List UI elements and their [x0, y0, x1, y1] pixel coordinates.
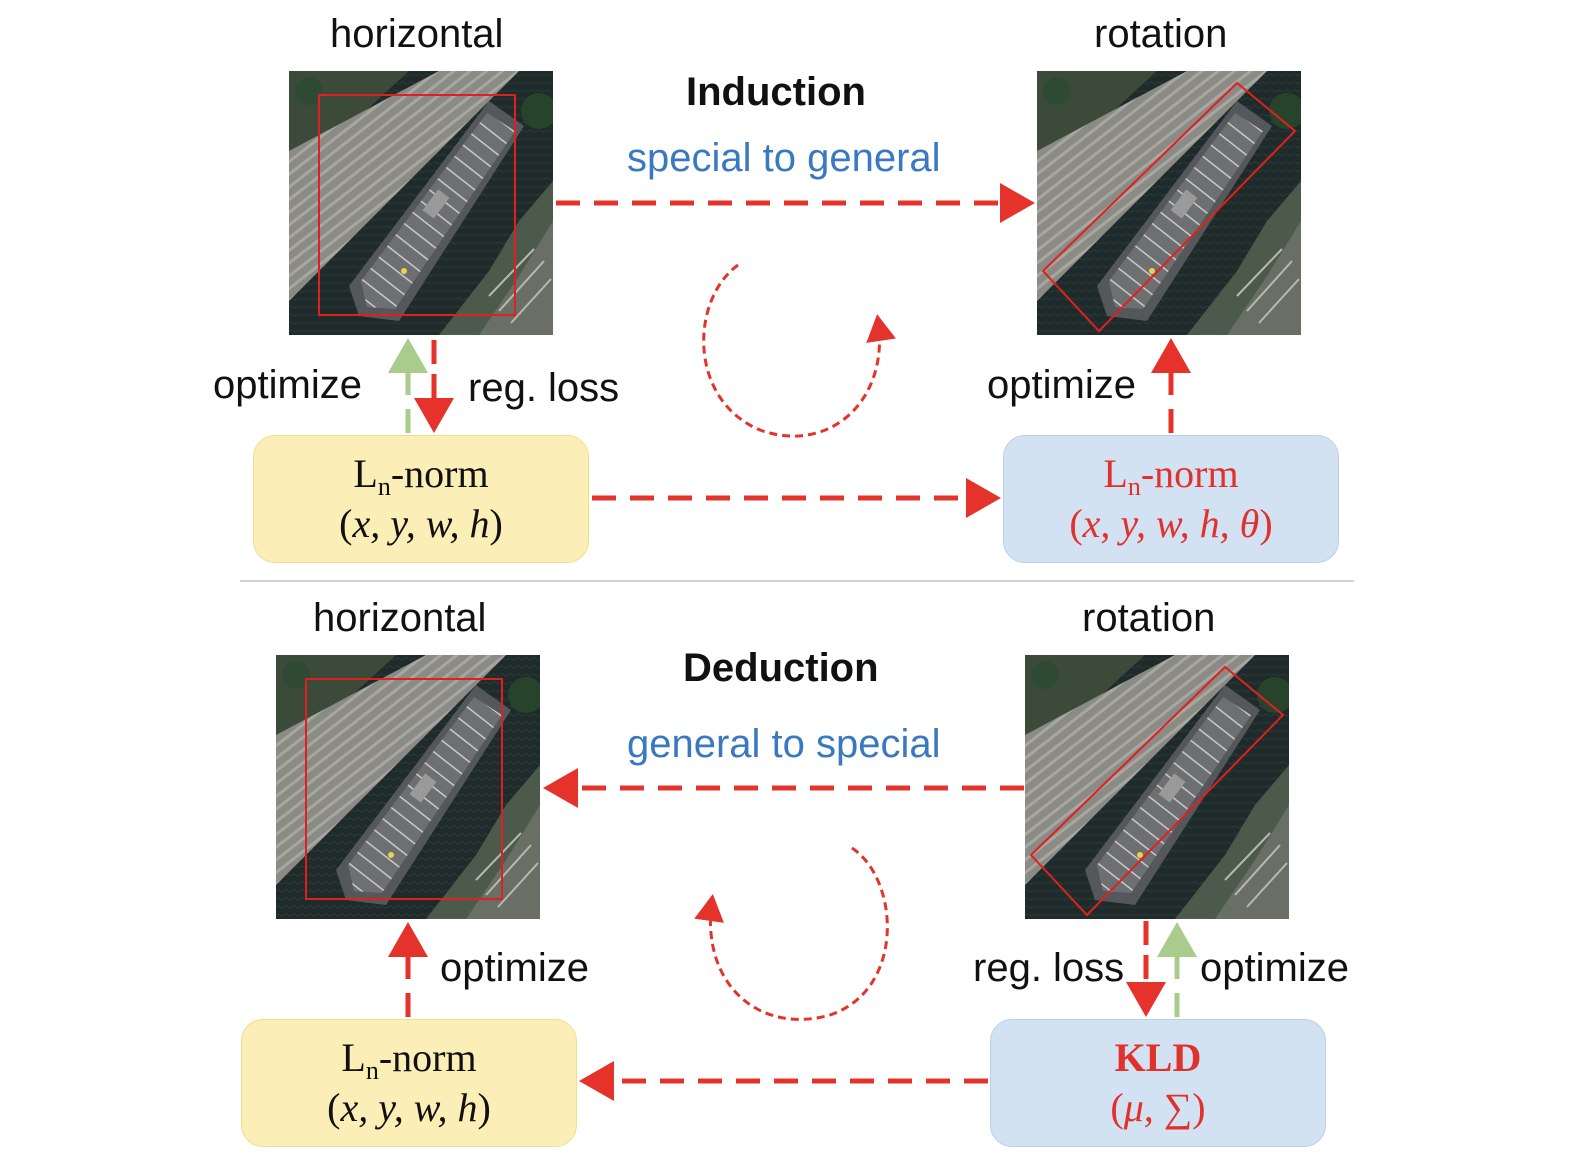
box-line1: Ln-norm [1103, 451, 1239, 501]
deduction-subtitle: general to special [627, 722, 941, 766]
induction-optimize-right-label: optimize [987, 363, 1136, 407]
induction-ln-norm-horizontal-box: Ln-norm (x, y, w, h) [253, 435, 589, 563]
induction-cycle-arrow [702, 263, 896, 438]
rotated-bounding-box [1041, 81, 1297, 333]
induction-rotation-image [1037, 71, 1301, 335]
box-line1: KLD [1114, 1035, 1202, 1080]
box-line2: (x, y, w, h) [327, 1085, 491, 1130]
horizontal-bounding-box [318, 94, 516, 316]
induction-horizontal-image [289, 71, 553, 335]
induction-subtitle: special to general [627, 136, 941, 180]
section-divider [240, 580, 1354, 582]
box-line1: Ln-norm [353, 451, 489, 501]
deduction-horizontal-image [276, 655, 540, 919]
induction-right-caption: rotation [1094, 12, 1228, 56]
induction-ln-norm-rotation-box: Ln-norm (x, y, w, h, θ) [1003, 435, 1339, 563]
deduction-regloss-label: reg. loss [973, 946, 1125, 990]
box-line2: (μ, ∑) [1110, 1085, 1206, 1130]
deduction-right-caption: rotation [1082, 596, 1216, 640]
induction-optimize-left-label: optimize [213, 363, 362, 407]
horizontal-bounding-box [305, 678, 503, 900]
rotated-bounding-box [1029, 665, 1285, 917]
box-line2: (x, y, w, h) [339, 501, 503, 546]
induction-regloss-label: reg. loss [468, 366, 620, 410]
deduction-rotation-image [1025, 655, 1289, 919]
induction-title: Induction [686, 70, 866, 114]
deduction-left-caption: horizontal [313, 596, 487, 640]
deduction-cycle-arrow [694, 846, 889, 1021]
deduction-title: Deduction [683, 646, 879, 690]
box-line1: Ln-norm [341, 1035, 477, 1085]
deduction-optimize-right-label: optimize [1200, 946, 1349, 990]
deduction-kld-box: KLD (μ, ∑) [990, 1019, 1326, 1147]
deduction-ln-norm-horizontal-box: Ln-norm (x, y, w, h) [241, 1019, 577, 1147]
deduction-optimize-left-label: optimize [440, 946, 589, 990]
induction-left-caption: horizontal [330, 12, 504, 56]
box-line2: (x, y, w, h, θ) [1069, 501, 1273, 546]
